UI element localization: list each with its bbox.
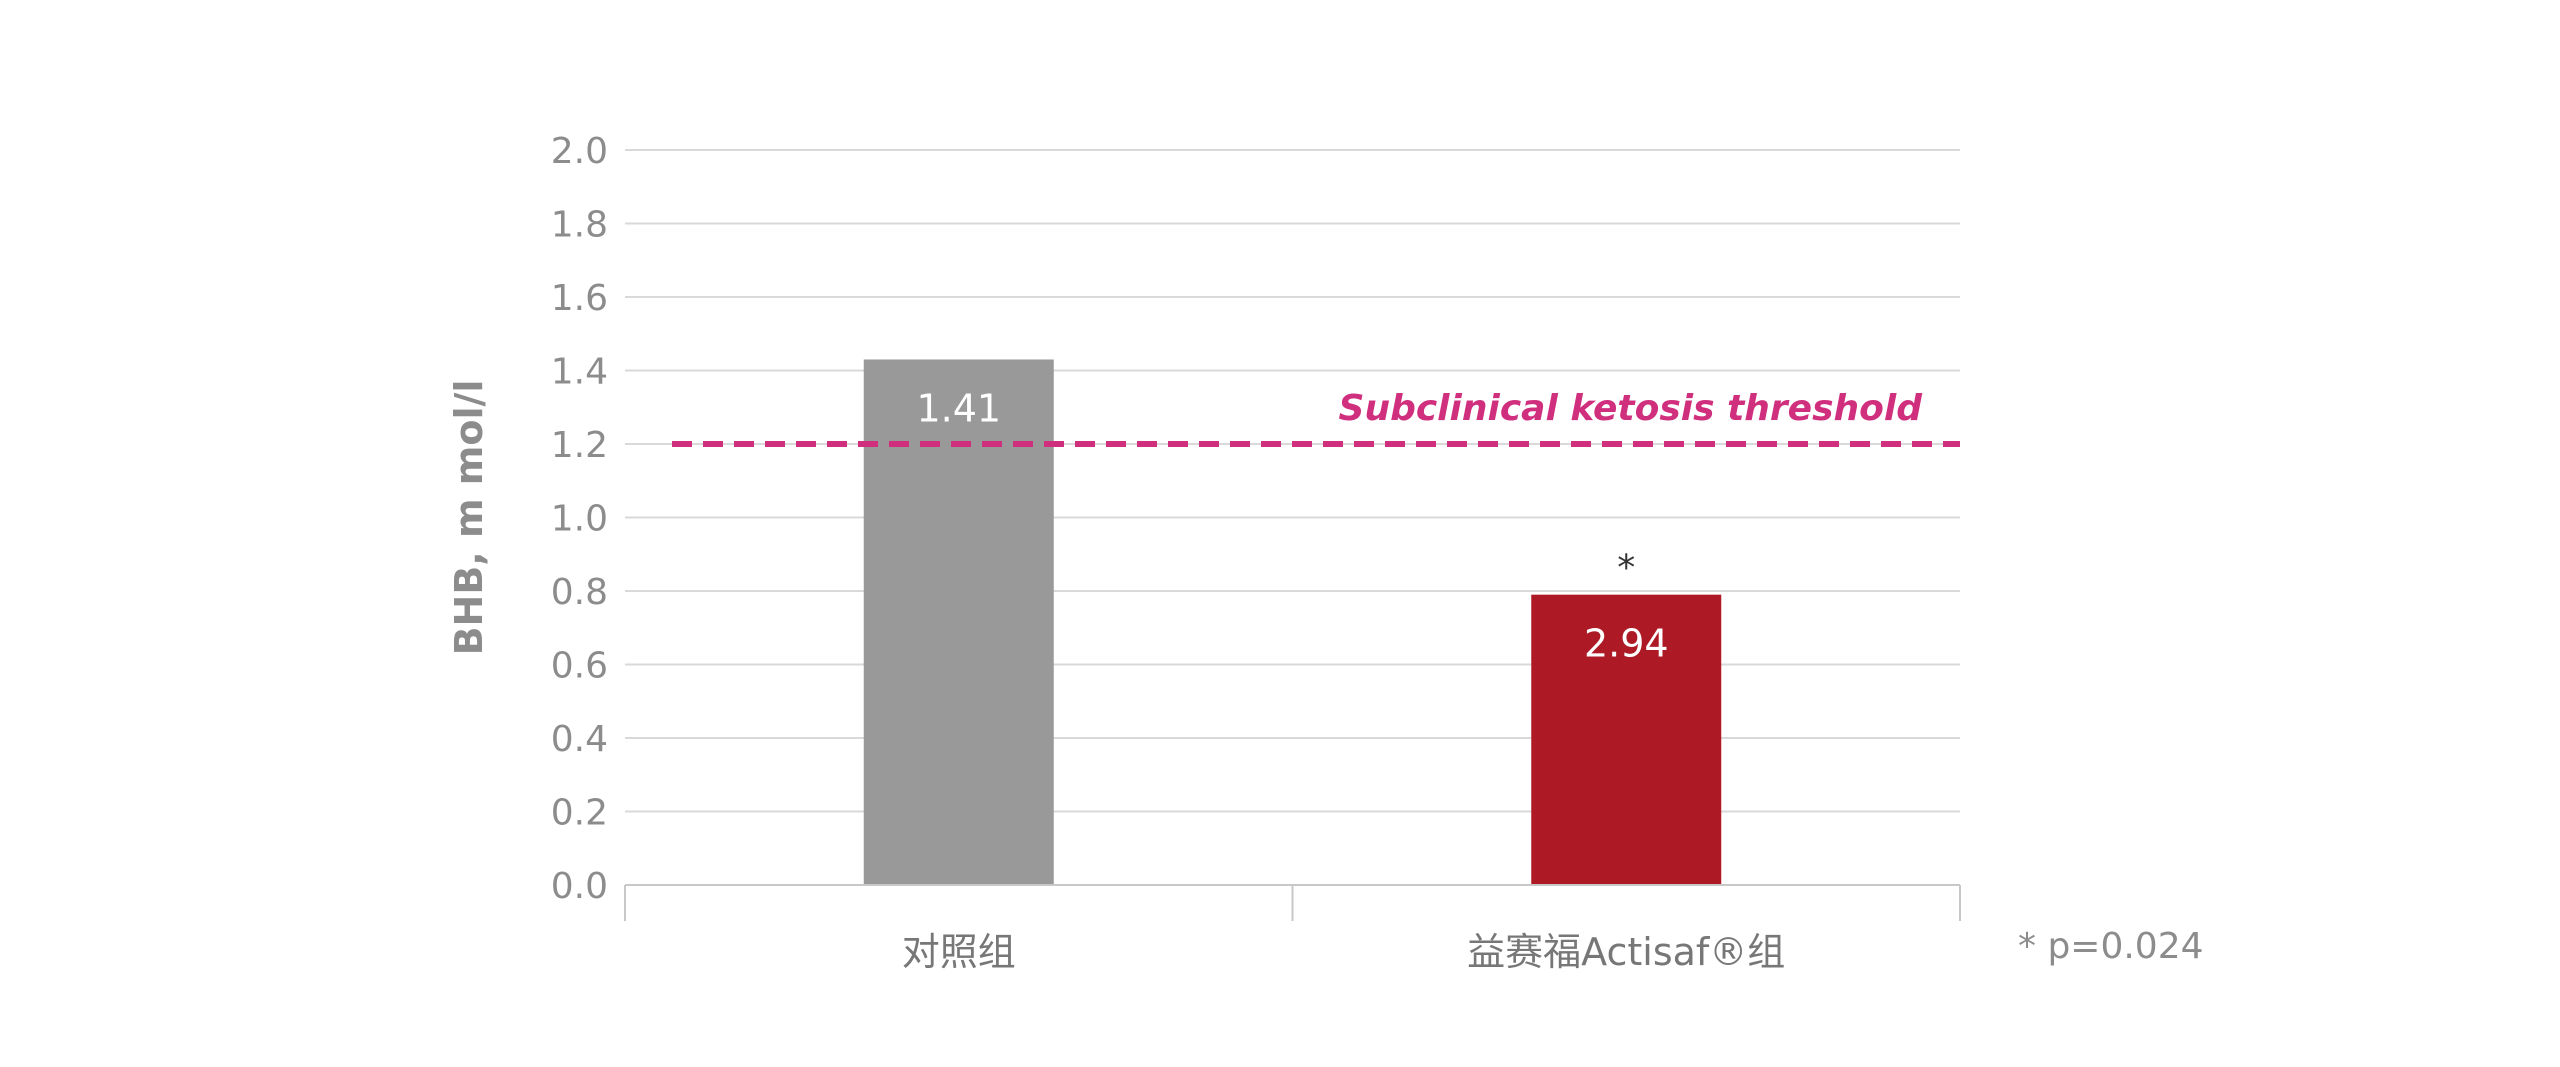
y-tick-label: 1.8 <box>551 205 608 246</box>
gridlines <box>625 149 1960 813</box>
y-tick-label: 0.4 <box>551 719 608 760</box>
threshold-label: Subclinical ketosis threshold <box>1339 388 1924 429</box>
y-tick-label: 2.0 <box>551 131 608 172</box>
bars <box>863 359 1722 886</box>
y-tick-label: 0.8 <box>551 572 608 613</box>
y-tick-label: 1.4 <box>551 352 608 393</box>
footnote: * p=0.024 <box>2018 926 2204 967</box>
y-tick-label: 0.2 <box>551 793 608 834</box>
data-label: 2.94 <box>1584 622 1669 666</box>
y-axis-label: BHB, m mol/l <box>447 380 491 656</box>
y-tick-label: 0.6 <box>551 646 608 687</box>
y-axis-tick-labels: 0.0 0.2 0.4 0.6 0.8 1.0 1.2 1.4 1.6 1.8 2.0 <box>551 131 608 907</box>
labels: 1.41 对照组 2.94 益赛福Actisaf®组 * <box>902 386 1786 974</box>
significance-mark: * <box>1617 548 1635 589</box>
category-label: 对照组 <box>902 930 1016 974</box>
y-tick-label: 0.0 <box>551 866 608 907</box>
y-tick-label: 1.0 <box>551 499 608 540</box>
threshold: Subclinical ketosis threshold <box>672 388 1960 447</box>
category-label: 益赛福Actisaf®组 <box>1467 930 1785 974</box>
data-label: 1.41 <box>916 386 1001 430</box>
y-tick-label: 1.6 <box>551 278 608 319</box>
bar <box>1531 594 1722 885</box>
x-axis <box>624 884 1961 921</box>
y-tick-label: 1.2 <box>551 425 608 466</box>
bar <box>863 359 1054 886</box>
